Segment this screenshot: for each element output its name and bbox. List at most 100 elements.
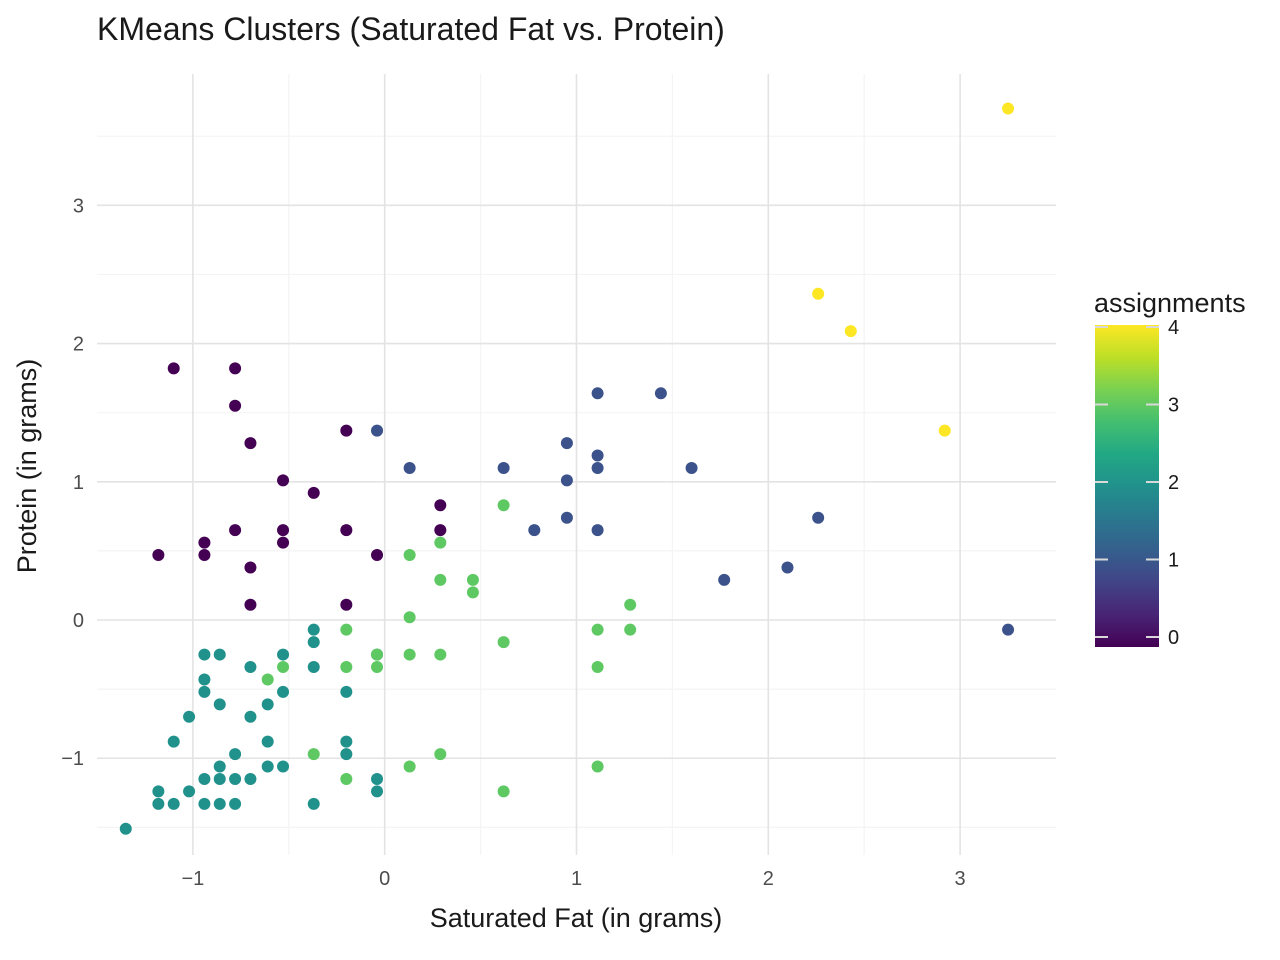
legend-tick-label: 4: [1168, 317, 1179, 339]
data-point: [152, 549, 165, 562]
data-point: [277, 648, 290, 661]
data-point: [654, 387, 667, 400]
data-point: [685, 461, 698, 474]
data-point: [591, 760, 604, 773]
data-point: [624, 598, 637, 611]
data-point: [307, 748, 320, 761]
data-point: [1002, 102, 1015, 115]
data-point: [371, 661, 384, 674]
data-point: [244, 561, 257, 574]
data-point: [497, 636, 510, 649]
data-point: [591, 524, 604, 537]
data-point: [340, 685, 353, 698]
data-point: [277, 524, 290, 537]
data-point: [466, 586, 479, 599]
data-point: [591, 449, 604, 462]
data-point: [167, 362, 180, 375]
data-point: [213, 648, 226, 661]
data-point: [591, 661, 604, 674]
data-point: [781, 561, 794, 574]
y-tick-label: 3: [73, 195, 84, 217]
data-point: [340, 623, 353, 636]
data-point: [371, 785, 384, 798]
data-point: [167, 797, 180, 810]
data-point: [371, 648, 384, 661]
data-point: [591, 623, 604, 636]
data-point: [198, 685, 211, 698]
data-point: [812, 511, 825, 524]
data-point: [844, 325, 857, 338]
data-point: [213, 698, 226, 711]
data-point: [938, 424, 951, 437]
data-point: [434, 524, 447, 537]
data-point: [591, 387, 604, 400]
data-point: [403, 549, 416, 562]
legend-tick-label: 2: [1168, 472, 1179, 494]
x-tick-label: 1: [571, 868, 582, 890]
x-axis-ticks: −1 0 1 2 3: [181, 868, 965, 890]
data-point: [229, 399, 242, 412]
y-tick-label: 1: [73, 472, 84, 494]
data-point: [229, 772, 242, 785]
data-point: [403, 461, 416, 474]
data-point: [229, 748, 242, 761]
data-point: [277, 661, 290, 674]
data-point: [277, 760, 290, 773]
data-point: [213, 760, 226, 773]
data-point: [213, 797, 226, 810]
y-tick-label: −1: [61, 748, 84, 770]
data-point: [340, 735, 353, 748]
data-point: [198, 536, 211, 549]
data-point: [277, 685, 290, 698]
data-point: [497, 461, 510, 474]
major-gridlines: [97, 74, 1056, 855]
data-point: [198, 797, 211, 810]
data-point: [591, 461, 604, 474]
data-point: [340, 524, 353, 537]
y-axis-ticks: −1 0 1 2 3: [61, 195, 84, 770]
x-tick-label: 2: [763, 868, 774, 890]
data-point: [277, 474, 290, 487]
data-point: [213, 772, 226, 785]
plot-area: [97, 74, 1056, 855]
data-point: [340, 661, 353, 674]
data-point: [152, 797, 165, 810]
data-point: [307, 661, 320, 674]
x-tick-label: 3: [955, 868, 966, 890]
data-point: [434, 536, 447, 549]
data-point: [244, 437, 257, 450]
data-point: [1002, 623, 1015, 636]
data-point: [261, 673, 274, 686]
data-point: [497, 499, 510, 512]
data-point: [244, 772, 257, 785]
data-point: [624, 623, 637, 636]
data-point: [560, 437, 573, 450]
y-axis-title: Protein (in grams): [12, 359, 42, 574]
legend-ticks: 0 1 2 3 4: [1095, 317, 1179, 649]
data-point: [261, 760, 274, 773]
data-point: [183, 785, 196, 798]
data-point: [403, 760, 416, 773]
data-point: [434, 499, 447, 512]
data-point: [497, 785, 510, 798]
data-point: [307, 623, 320, 636]
data-point: [718, 573, 731, 586]
data-point: [340, 424, 353, 437]
legend-tick-label: 0: [1168, 627, 1179, 649]
data-point: [371, 424, 384, 437]
data-points: [119, 102, 1015, 835]
data-point: [340, 598, 353, 611]
data-point: [434, 748, 447, 761]
data-point: [371, 549, 384, 562]
chart-title: KMeans Clusters (Saturated Fat vs. Prote…: [97, 11, 725, 47]
data-point: [198, 772, 211, 785]
data-point: [229, 362, 242, 375]
data-point: [167, 735, 180, 748]
data-point: [244, 598, 257, 611]
data-point: [277, 536, 290, 549]
data-point: [244, 710, 257, 723]
data-point: [198, 648, 211, 661]
data-point: [403, 648, 416, 661]
data-point: [403, 611, 416, 624]
